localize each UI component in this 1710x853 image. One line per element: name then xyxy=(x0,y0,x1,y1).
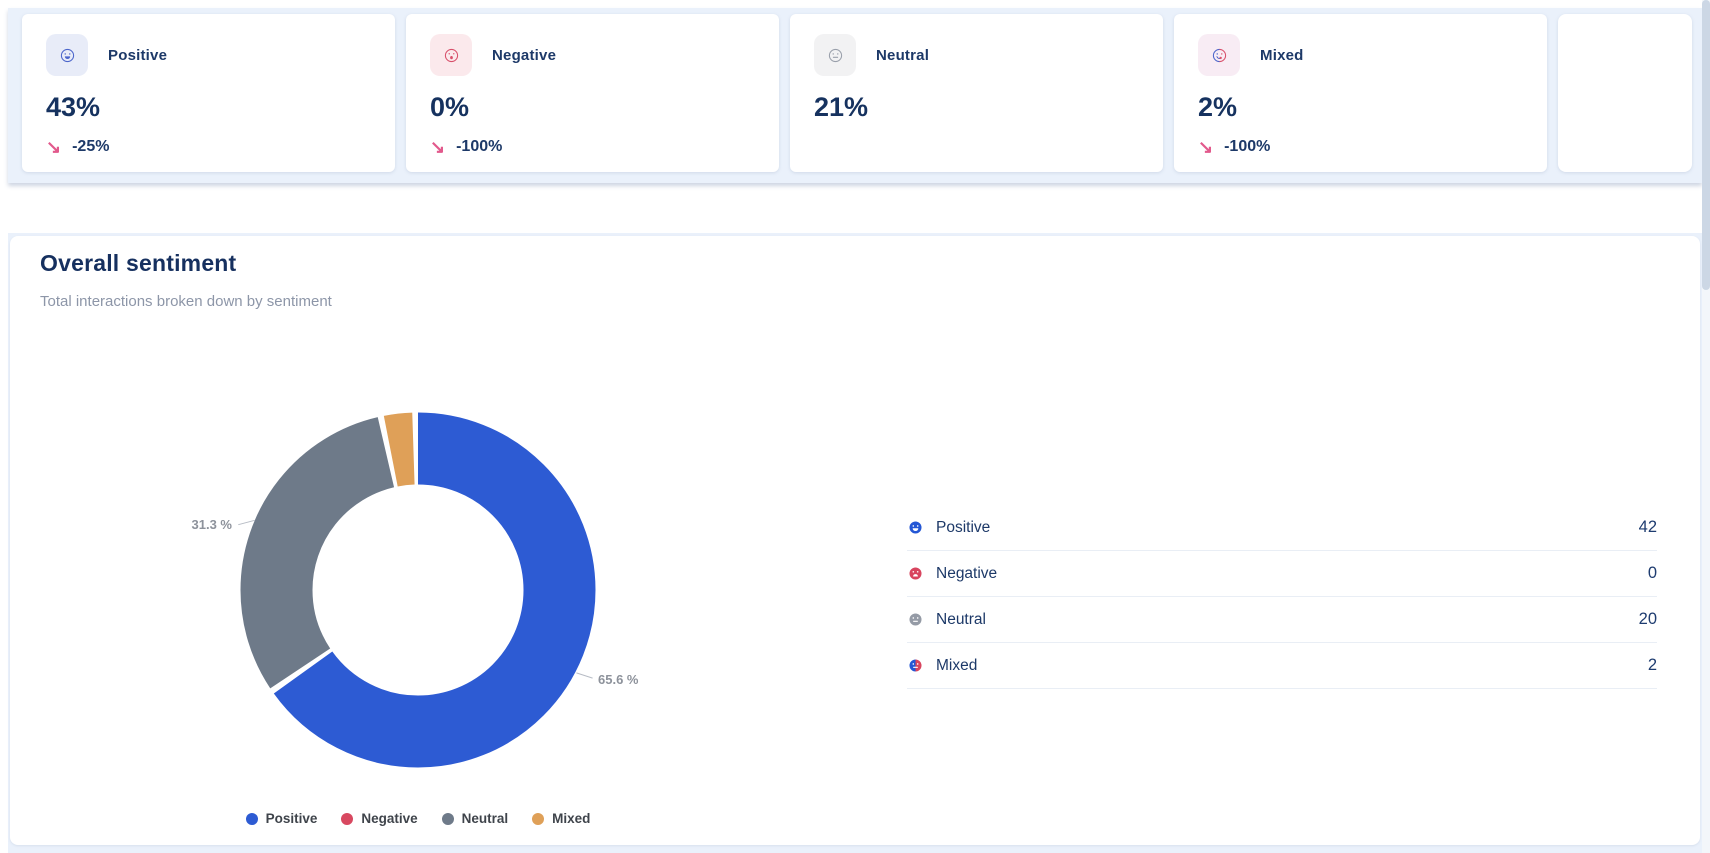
stat-change-row: ↘ -100% xyxy=(430,138,502,156)
chart-legend: Positive Negative Neutral Mixed xyxy=(240,811,596,826)
stat-value: 0% xyxy=(430,92,470,122)
row-label: Negative xyxy=(936,564,998,582)
stat-card-mixed: Mixed 2% ↘ -100% xyxy=(1174,14,1547,172)
legend-label: Positive xyxy=(265,811,318,826)
stat-label: Mixed xyxy=(1260,46,1304,64)
neutral-face-icon xyxy=(814,34,856,76)
mixed-legend-dot xyxy=(532,812,545,825)
positive-filled-smiley-icon xyxy=(909,521,922,534)
sentiment-breakdown-list: Positive 42 Negative 0 xyxy=(907,505,1657,689)
stat-change-row: ↘ -25% xyxy=(46,138,109,156)
row-value: 42 xyxy=(1638,518,1657,536)
overall-sentiment-section: Overall sentiment Total interactions bro… xyxy=(8,233,1702,853)
row-label: Neutral xyxy=(936,610,986,628)
negative-filled-frown-icon xyxy=(909,567,922,580)
row-value: 2 xyxy=(1647,656,1657,674)
stat-label: Neutral xyxy=(876,46,930,64)
stat-value: 2% xyxy=(1198,92,1238,122)
positive-legend-dot xyxy=(245,812,258,825)
row-label: Positive xyxy=(936,518,991,536)
neutral-filled-face-icon xyxy=(909,613,922,626)
stat-card-header: Mixed xyxy=(1198,34,1523,76)
list-row-mixed: Mixed 2 xyxy=(907,643,1657,689)
legend-item-mixed[interactable]: Mixed xyxy=(532,811,590,826)
page-scrollbar-track[interactable] xyxy=(1702,0,1710,853)
list-row-neutral: Neutral 20 xyxy=(907,597,1657,643)
legend-item-neutral[interactable]: Neutral xyxy=(441,811,509,826)
row-value: 0 xyxy=(1647,564,1657,582)
trend-down-arrow-icon: ↘ xyxy=(46,137,62,157)
stat-card-header: Neutral xyxy=(814,34,1139,76)
trend-down-arrow-icon: ↘ xyxy=(430,137,446,157)
stat-card-header: Positive xyxy=(46,34,371,76)
negative-legend-dot xyxy=(341,812,354,825)
stat-change-row: ↘ -100% xyxy=(1198,138,1270,156)
positive-smiley-icon xyxy=(46,34,88,76)
overall-sentiment-card: Overall sentiment Total interactions bro… xyxy=(10,236,1700,845)
stats-section: Positive 43% ↘ -25% Negative xyxy=(8,8,1702,183)
mixed-face-icon xyxy=(1198,34,1240,76)
stat-label: Positive xyxy=(108,46,168,64)
stat-card-neutral: Neutral 21% ↘ xyxy=(790,14,1163,172)
page-scrollbar-thumb[interactable] xyxy=(1702,0,1710,290)
row-label: Mixed xyxy=(936,656,978,674)
stat-card-header: Negative xyxy=(430,34,755,76)
neutral-percent-label: 31.3 % xyxy=(191,517,232,532)
stat-change-value: -25% xyxy=(72,138,110,155)
positive-percent-label: 65.6 % xyxy=(598,672,639,687)
stat-card-truncated xyxy=(1558,14,1692,172)
stat-value: 43% xyxy=(46,92,101,122)
stat-card-positive: Positive 43% ↘ -25% xyxy=(22,14,395,172)
negative-frown-icon xyxy=(430,34,472,76)
legend-label: Neutral xyxy=(461,811,509,826)
stat-label: Negative xyxy=(492,46,557,64)
card-subtitle: Total interactions broken down by sentim… xyxy=(40,293,332,310)
stat-change-value: -100% xyxy=(456,138,503,155)
legend-label: Negative xyxy=(361,811,418,826)
legend-item-positive[interactable]: Positive xyxy=(245,811,318,826)
neutral-legend-dot xyxy=(441,812,454,825)
card-title: Overall sentiment xyxy=(40,250,237,276)
row-value: 20 xyxy=(1638,610,1657,628)
mixed-filled-face-icon xyxy=(909,659,922,672)
stat-card-negative: Negative 0% ↘ -100% xyxy=(406,14,779,172)
stat-value: 21% xyxy=(814,92,869,122)
sentiment-donut-chart[interactable] xyxy=(240,412,596,768)
stat-change-value: -100% xyxy=(1224,138,1271,155)
trend-down-arrow-icon: ↘ xyxy=(1198,137,1214,157)
legend-item-negative[interactable]: Negative xyxy=(341,811,418,826)
list-row-negative: Negative 0 xyxy=(907,551,1657,597)
donut-chart-svg xyxy=(240,412,596,768)
list-row-positive: Positive 42 xyxy=(907,505,1657,551)
legend-label: Mixed xyxy=(552,811,591,826)
